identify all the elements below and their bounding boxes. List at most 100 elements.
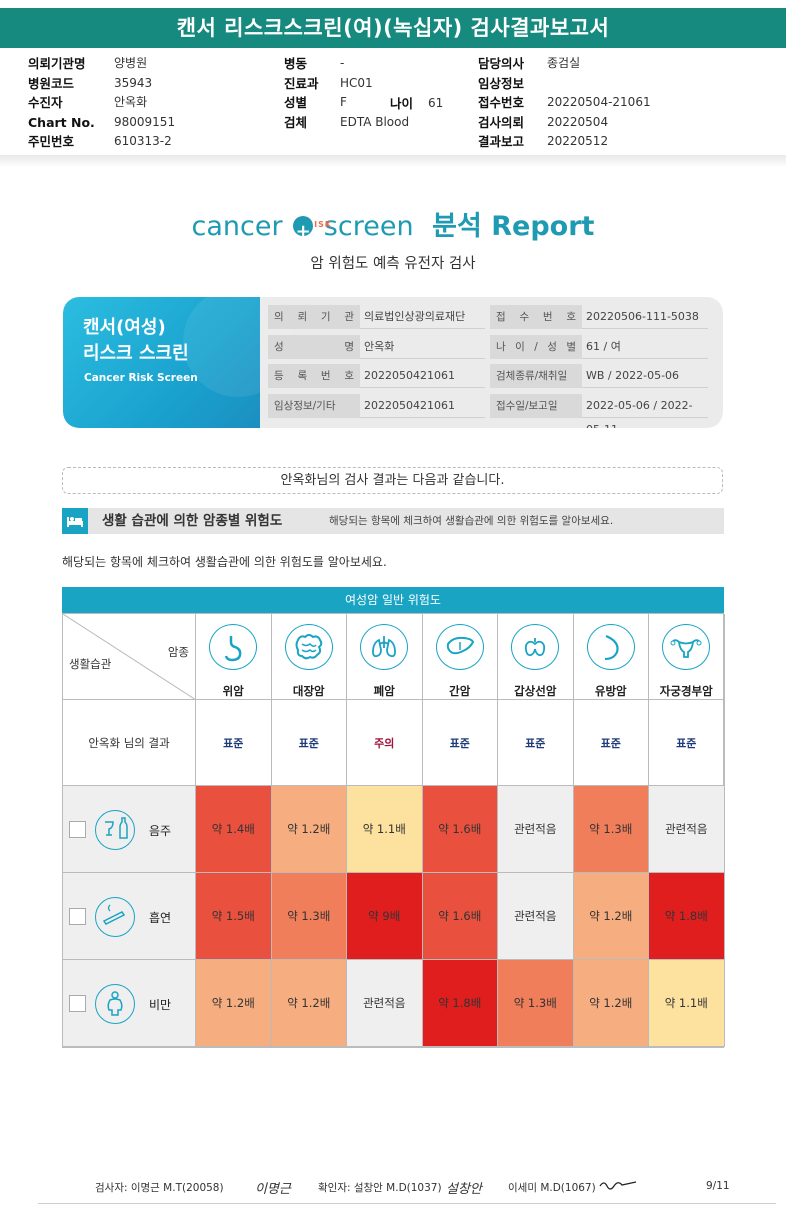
header-row: 병원코드 35943 <box>28 74 175 94</box>
header-value: 98009151 <box>114 114 176 129</box>
header-key: 검체 <box>284 114 308 130</box>
corner-top-label: 암종 <box>167 645 189 659</box>
report-title: 캔서 리스크스크린(여)(녹십자) 검사결과보고서 <box>0 8 786 48</box>
header-row: 병동 - <box>284 54 409 74</box>
card-value: 2022050421061 <box>360 394 485 418</box>
card-title-en: Cancer Risk Screen <box>84 372 198 384</box>
section-title: 생활 습관에 의한 암종별 위험도 <box>102 513 283 529</box>
risk-cell: 약 1.3배 <box>271 873 347 960</box>
card-key: 접 수 번 호 <box>490 305 582 329</box>
risk-cell: 약 1.4배 <box>196 786 272 873</box>
header-row: 결과보고 20220512 <box>478 132 651 152</box>
risk-cell: 관련적음 <box>649 786 725 873</box>
card-title-2: 리스크 스크린 <box>83 343 189 364</box>
age-value: 61 <box>428 95 444 110</box>
risk-cell: 약 1.8배 <box>649 873 725 960</box>
risk-cell: 약 1.1배 <box>649 960 725 1047</box>
habit-row-2[interactable]: 흡연 <box>63 873 196 960</box>
card-key: 성 명 <box>268 334 360 359</box>
header-info-col3: 담당의사 종검실 임상정보 접수번호 20220504-21061 검사의뢰 2022050… <box>478 54 651 152</box>
liver-icon <box>435 624 484 670</box>
risk-cell: 약 1.6배 <box>422 786 498 873</box>
header-key: 결과보고 <box>478 134 525 149</box>
risk-table-title: 여성암 일반 위험도 <box>62 587 724 613</box>
habit-checkbox[interactable] <box>69 907 86 925</box>
card-row: 접 수 번 호 20220506-111-5038 <box>490 305 708 329</box>
doctor-signature <box>598 1176 638 1195</box>
obesity-icon <box>95 983 135 1024</box>
cancer-header-6: 유방암 <box>573 614 649 700</box>
card-value: 의료법인상광의료재단 <box>360 305 485 329</box>
risk-cell: 약 1.2배 <box>196 960 272 1047</box>
header-row: 진료과 HC01 <box>284 74 409 94</box>
header-key: 병동 <box>284 56 308 71</box>
card-row: 성 명 안옥화 <box>268 334 485 359</box>
cancer-header-3: 폐암 <box>347 614 423 700</box>
result-level: 표준 <box>422 700 498 786</box>
habit-row-3[interactable]: 비만 <box>63 960 196 1047</box>
card-key: 나 이 / 성 별 <box>490 334 582 359</box>
card-title-panel: 캔서(여성) 리스크 스크린 Cancer Risk Screen <box>63 297 293 428</box>
cancer-header-1: 위암 <box>196 614 272 700</box>
result-level: 주의 <box>347 700 423 786</box>
header-value: 610313-2 <box>114 134 172 148</box>
habit-checkbox[interactable] <box>69 820 86 838</box>
header-info-col1: 의뢰기관명 양병원 병원코드 35943 수진자 안옥화 Chart No. 98009151… <box>28 54 175 152</box>
result-level: 표준 <box>649 700 725 786</box>
logo-word-screen: screen <box>323 211 414 242</box>
card-value: 2022050421061 <box>360 364 485 388</box>
header-key: 진료과 <box>284 75 319 91</box>
risk-cell: 약 1.2배 <box>271 786 347 873</box>
header-value: 20220504 <box>547 114 609 129</box>
header-row: 임상정보 <box>478 74 651 94</box>
habit-label: 흡연 <box>149 910 172 925</box>
header-row: 성별 F <box>284 93 409 113</box>
card-row: 검체종류/채취일 WB / 2022-05-06 <box>490 364 708 388</box>
header-row: 담당의사 종검실 <box>478 54 651 74</box>
header-info-col2: 병동 - 진료과 HC01 성별 F 검체 EDTA Blood <box>284 54 409 132</box>
card-key: 의 뢰 기 관 <box>268 305 360 329</box>
result-level: 표준 <box>573 700 649 786</box>
header-key: 의뢰기관명 <box>28 56 86 71</box>
header-key: 담당의사 <box>478 56 525 71</box>
card-row: 등 록 번 호 2022050421061 <box>268 364 485 388</box>
uterus-icon <box>662 624 711 670</box>
card-value: 2022-05-06 / 2022-05-11 <box>582 394 708 428</box>
risk-cell: 약 1.3배 <box>498 960 574 1047</box>
header-value: 20220512 <box>547 134 609 148</box>
smoking-icon <box>95 896 135 937</box>
header-value: 35943 <box>114 75 153 90</box>
card-row: 나 이 / 성 별 61 / 여 <box>490 334 708 359</box>
cancer-name: 자궁경부암 <box>659 684 713 698</box>
colon-icon <box>284 624 333 670</box>
page-subtitle: 암 위험도 예측 유전자 검사 <box>310 256 476 272</box>
header-row: Chart No. 98009151 <box>28 113 175 133</box>
header-value: 종검실 <box>547 56 581 70</box>
logo-report: 분석 Report <box>432 211 595 242</box>
logo-risk-text: RISK <box>307 220 333 229</box>
cancer-header-4: 간암 <box>422 614 498 700</box>
tester-signature: 이명근 <box>255 1182 291 1197</box>
risk-cell: 약 1.2배 <box>271 960 347 1047</box>
bed-icon <box>62 508 88 534</box>
header-value: 20220504-21061 <box>547 95 651 109</box>
footer-line <box>38 1203 776 1204</box>
age-label: 나이 <box>390 95 414 111</box>
alcohol-icon <box>95 809 135 850</box>
result-level: 표준 <box>271 700 347 786</box>
result-intro: 안옥화님의 검사 결과는 다음과 같습니다. <box>62 467 723 494</box>
header-key: 검사의뢰 <box>478 114 525 130</box>
cancer-header-7: 자궁경부암 <box>649 614 725 700</box>
risk-cell: 약 1.3배 <box>573 786 649 873</box>
section-header: 생활 습관에 의한 암종별 위험도 해당되는 항목에 체크하여 생활습관에 의한… <box>62 508 724 534</box>
card-value: 안옥화 <box>360 335 485 359</box>
cancer-header-2: 대장암 <box>271 614 347 700</box>
header-value: F <box>340 95 347 109</box>
risk-cell: 약 1.8배 <box>422 960 498 1047</box>
habit-checkbox[interactable] <box>69 994 86 1012</box>
cancer-name: 유방암 <box>594 684 627 698</box>
lung-icon <box>360 624 409 670</box>
card-key: 검체종류/채취일 <box>490 364 582 388</box>
result-level: 표준 <box>196 700 272 786</box>
habit-row-1[interactable]: 음주 <box>63 786 196 873</box>
